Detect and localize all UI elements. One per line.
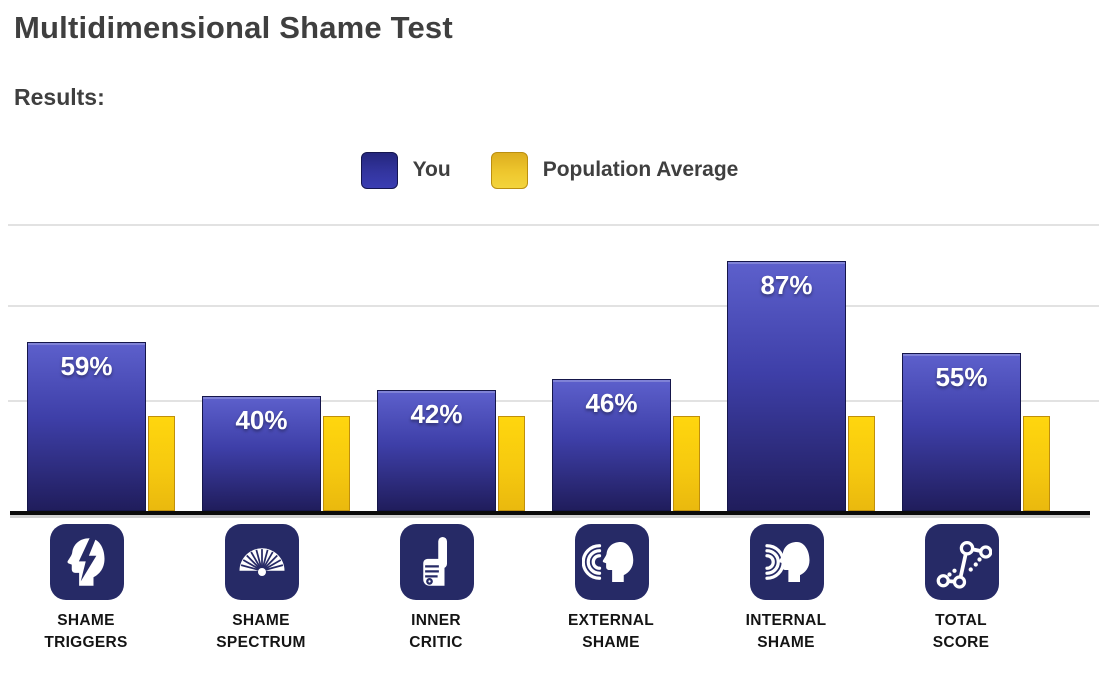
legend-label-population-average: Population Average [542,158,739,181]
bar-population-average [673,416,700,511]
bar-you: 42% [377,390,496,511]
chart-group: 46% EXTERNAL SHAME [552,0,702,688]
pointing-finger-icon [400,524,474,600]
bar-value-label: 42% [410,399,463,429]
bar-value-label: 40% [235,405,288,435]
bar-you: 55% [902,353,1021,511]
category-label: SHAME TRIGGERS [44,612,128,651]
chart-legend: You Population Average [0,148,1099,192]
bar-population-average [498,416,525,511]
category-label: TOTAL SCORE [932,612,990,651]
x-axis-baseline [10,511,1090,515]
gridline [8,224,1099,226]
legend-swatch-population-average [490,151,528,189]
head-lightning-icon [50,524,124,600]
chart-group: 59% SHAME TRIGGERS [27,0,177,688]
chart-group: 40% SHAME SPECTRUM [202,0,352,688]
bar-value-label: 87% [760,270,813,300]
chart-group: 55% TOTAL SCORE [902,0,1052,688]
bar-population-average [1023,416,1050,511]
bar-value-label: 59% [60,351,113,381]
radiating-sound-head-icon [750,524,824,600]
chart-group: 42% INNER CRITIC [377,0,527,688]
folding-fan-icon [225,524,299,600]
legend-item-population-average: Population Average [490,151,739,189]
category-label: INNER CRITIC [409,612,463,651]
incoming-sound-head-icon [575,524,649,600]
bar-value-label: 55% [935,362,988,392]
page-title: Multidimensional Shame Test [14,10,453,45]
bar-you: 40% [202,396,321,511]
legend-item-you: You [360,151,451,189]
bar-population-average [323,416,350,511]
bar-you: 59% [27,342,146,511]
bar-value-label: 46% [585,388,638,418]
legend-swatch-you [360,151,398,189]
category-label: INTERNAL SHAME [745,612,827,651]
bar-you: 87% [727,261,846,511]
bar-population-average [148,416,175,511]
chart-group: 87% INTERNAL SHAME [727,0,877,688]
bar-population-average [848,416,875,511]
bar-you: 46% [552,379,671,511]
connected-dots-graph-icon [925,524,999,600]
legend-label-you: You [412,158,451,181]
category-label: SHAME SPECTRUM [216,612,306,651]
results-heading: Results: [14,84,105,110]
category-label: EXTERNAL SHAME [568,612,654,651]
gridline [8,305,1099,307]
